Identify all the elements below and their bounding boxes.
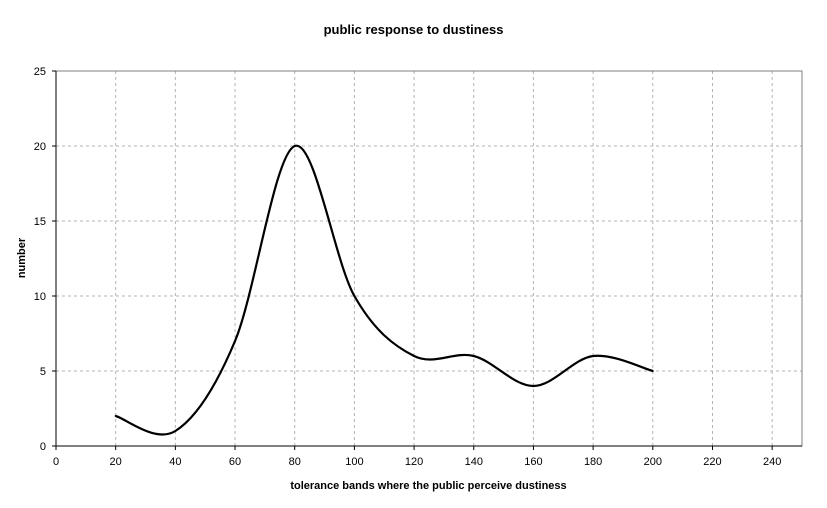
x-tick-label: 100 [345,456,363,468]
data-point [592,355,595,357]
y-tick-label: 25 [34,66,46,78]
x-tick-label: 40 [169,456,181,468]
data-point [472,355,475,357]
data-point [532,385,535,387]
x-tick-label: 240 [763,456,781,468]
x-tick-label: 180 [584,456,602,468]
y-tick-label: 15 [34,216,46,228]
x-tick-label: 200 [644,456,662,468]
data-point [651,370,654,372]
data-point [293,145,296,147]
data-point [234,340,237,342]
series-line [115,144,654,436]
data-point [114,415,117,417]
x-tick-label: 220 [703,456,721,468]
y-tick-label: 0 [40,441,46,453]
x-tick-label: 160 [524,456,542,468]
plot-border [55,70,803,447]
y-tick-label: 20 [34,141,46,153]
x-tick-label: 80 [289,456,301,468]
data-point [174,430,177,432]
x-tick-label: 120 [405,456,423,468]
y-tick-label: 10 [34,291,46,303]
y-tick-label: 5 [40,366,46,378]
x-axis-label: tolerance bands where the public perceiv… [290,480,567,492]
x-tick-label: 20 [110,456,122,468]
x-tick-label: 0 [53,456,59,468]
x-tick-label: 60 [229,456,241,468]
data-point [353,295,356,297]
data-point [413,355,416,357]
chart-title: public response to dustiness [323,22,504,37]
x-tick-label: 140 [465,456,483,468]
